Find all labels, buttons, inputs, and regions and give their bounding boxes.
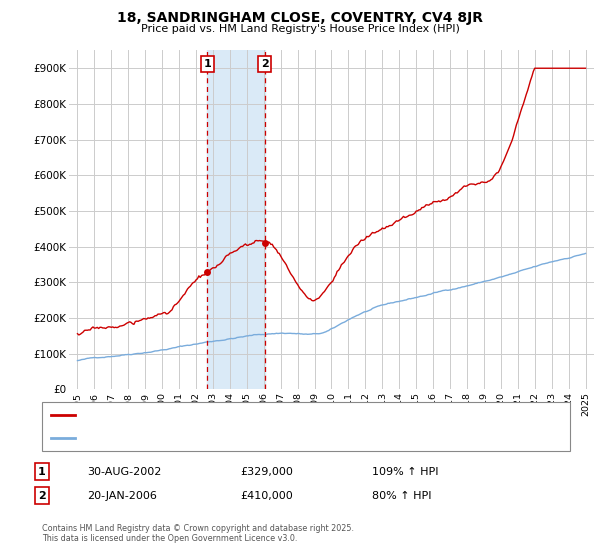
- Text: £329,000: £329,000: [240, 466, 293, 477]
- Text: 2: 2: [261, 59, 269, 69]
- Text: 20-JAN-2006: 20-JAN-2006: [87, 491, 157, 501]
- Text: HPI: Average price, detached house, Coventry: HPI: Average price, detached house, Cove…: [79, 433, 304, 443]
- Text: 1: 1: [38, 466, 46, 477]
- Text: Price paid vs. HM Land Registry's House Price Index (HPI): Price paid vs. HM Land Registry's House …: [140, 24, 460, 34]
- Point: [203, 267, 212, 276]
- Text: £410,000: £410,000: [240, 491, 293, 501]
- Text: 1: 1: [203, 59, 211, 69]
- Text: 2: 2: [38, 491, 46, 501]
- Text: 18, SANDRINGHAM CLOSE, COVENTRY, CV4 8JR (detached house): 18, SANDRINGHAM CLOSE, COVENTRY, CV4 8JR…: [79, 410, 400, 421]
- Text: 30-AUG-2002: 30-AUG-2002: [87, 466, 161, 477]
- Text: 109% ↑ HPI: 109% ↑ HPI: [372, 466, 439, 477]
- Bar: [208, 50, 265, 389]
- Text: 18, SANDRINGHAM CLOSE, COVENTRY, CV4 8JR: 18, SANDRINGHAM CLOSE, COVENTRY, CV4 8JR: [117, 11, 483, 25]
- Point: [260, 239, 269, 248]
- Text: Contains HM Land Registry data © Crown copyright and database right 2025.
This d: Contains HM Land Registry data © Crown c…: [42, 524, 354, 543]
- Text: 80% ↑ HPI: 80% ↑ HPI: [372, 491, 431, 501]
